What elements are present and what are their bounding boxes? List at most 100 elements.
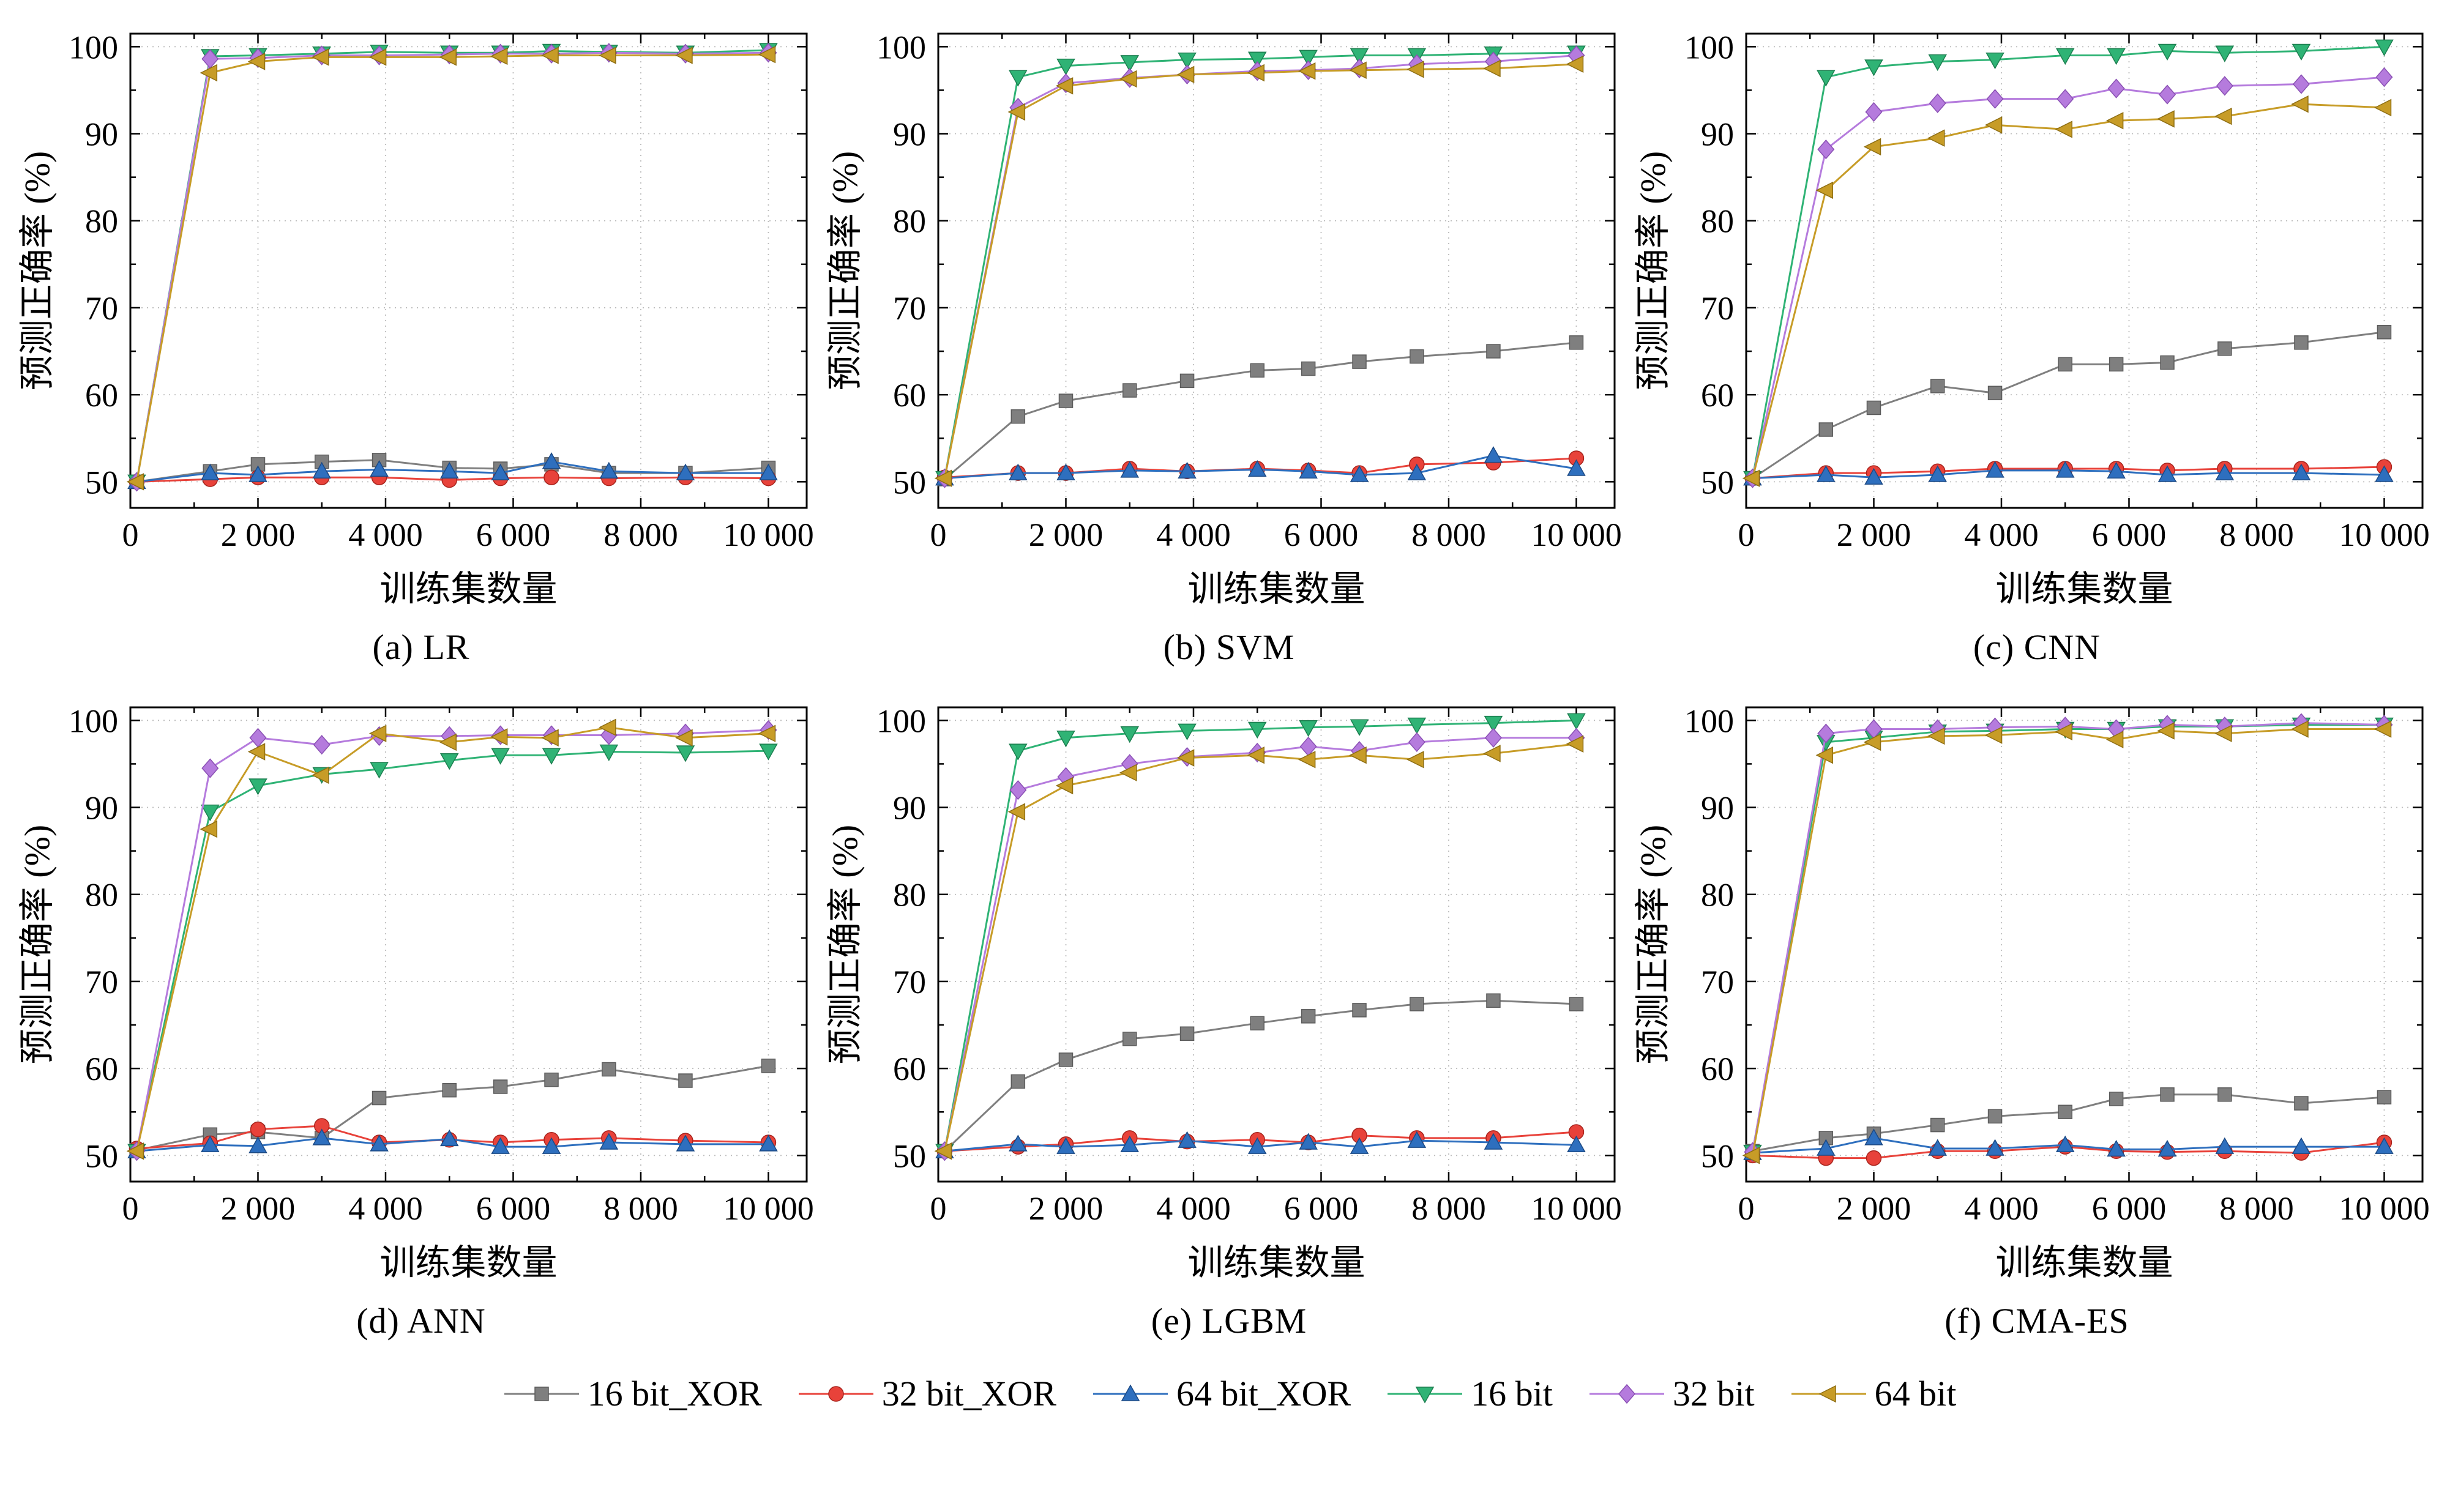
series-triangle-down [1743,39,2394,488]
subplot-caption-lr: (a) LR [372,627,470,667]
triangle-down-marker [1056,731,1075,748]
triangle-left-marker [758,724,776,742]
plot-frame [937,706,1616,1183]
square-marker [2160,355,2175,370]
triangle-up-marker [1247,460,1267,477]
triangle-down-marker [1178,52,1197,70]
triangle-left-marker [2105,111,2124,130]
axis-ticks [129,707,807,1182]
gridlines [938,34,1615,508]
x-tick-label: 4 000 [348,516,423,553]
square-marker [1569,997,1584,1011]
series-line [1751,722,2385,1152]
x-tick-label: 4 000 [1964,516,2039,553]
triangle-up-marker [1299,1133,1318,1150]
diamond-marker [1865,102,1883,122]
legend-marker-diamond [1589,1384,1664,1404]
x-tick-label: 6 000 [476,1190,551,1227]
series-triangle-down [935,713,1586,1161]
axis-ticks [937,707,1615,1182]
triangle-left-marker [599,718,616,736]
triangle-left-marker [2214,724,2232,742]
triangle-left-marker [1007,803,1026,821]
triangle-left-marker [126,1142,144,1160]
triangle-down-marker [2055,48,2075,65]
x-tick-label: 8 000 [1411,1190,1486,1227]
legend-item: 32 bit_XOR [796,1373,1056,1414]
triangle-left-marker [1815,181,1834,199]
y-tick-label: 60 [85,1051,118,1087]
y-tick-label: 100 [876,702,926,739]
triangle-down-marker [1415,1386,1435,1404]
subplot-caption-svm: (b) SVM [1163,627,1295,667]
legend-label: 64 bit [1874,1374,1957,1413]
series-triangle-up [935,446,1586,486]
series-diamond [1744,713,2393,1162]
subplot-lr: 0 2 000 4 000 6 000 8 000 10 000 50 60 70 80 90 100… [17,18,825,668]
square-marker [1352,1003,1367,1018]
x-tick-label: 6 000 [1284,516,1359,553]
legend-marker-triangle-left [1791,1385,1866,1402]
triangle-up-marker [1817,465,1836,482]
diamond-marker [1817,139,1835,160]
triangle-down-marker [1247,721,1267,739]
triangle-left-marker [247,53,266,70]
triangle-left-marker [1863,138,1881,156]
x-tick-label: 10 000 [2339,516,2430,553]
triangle-up-marker [1484,446,1503,463]
x-tick-label: 10 000 [723,1190,814,1227]
triangle-up-marker [491,463,510,480]
legend-label: 16 bit_XOR [587,1374,762,1413]
diamond-marker [2375,67,2393,88]
legend-marker-triangle-up [1093,1384,1168,1401]
triangle-down-marker [542,748,561,765]
triangle-left-marker [2157,110,2175,128]
y-tick-label: 60 [85,377,118,414]
triangle-up-marker [599,461,619,479]
triangle-left-marker [541,47,559,64]
legend-marker-triangle-down [1388,1386,1463,1404]
x-tick-label: 10 000 [2339,1190,2430,1227]
triangle-down-marker [759,743,778,761]
triangle-up-marker [1407,1131,1427,1148]
legend-item: 16 bit [1385,1373,1553,1414]
triangle-up-marker [1178,461,1197,479]
series-line [943,63,1577,479]
triangle-up-marker [1056,463,1075,480]
triangle-left-marker [758,45,776,64]
tick-labels: 0 2 000 4 000 6 000 8 000 10 000 50 60 70 80 90 100 [69,29,814,553]
legend-item: 16 bit_XOR [502,1373,762,1414]
y-tick-label: 80 [893,203,926,240]
triangle-up-marker [1985,1139,2004,1156]
triangle-up-marker [2157,465,2177,482]
charts-grid: 0 2 000 4 000 6 000 8 000 10 000 50 60 70 80 90 100… [0,18,2458,1341]
tick-labels: 0 2 000 4 000 6 000 8 000 10 000 50 60 70 80 90 100 [876,702,1622,1227]
triangle-up-marker [676,463,695,480]
triangle-down-marker [248,778,267,795]
axis-ticks [129,34,807,508]
triangle-left-marker [1406,61,1424,78]
x-tick-label: 0 [122,516,139,553]
square-marker [493,1079,508,1094]
series-line [1751,723,2385,1152]
y-tick-label: 50 [85,464,118,501]
x-tick-label: 4 000 [1964,1190,2039,1227]
triangle-up-marker [312,461,332,479]
triangle-left-marker [1406,751,1424,769]
gridlines [938,707,1615,1182]
triangle-down-marker [1056,58,1075,76]
triangle-left-marker [368,724,387,742]
series-diamond [128,720,777,1161]
square-marker [678,1073,693,1088]
triangle-left-marker [1984,726,2003,744]
triangle-down-marker [1484,715,1503,733]
y-tick-label: 100 [1684,29,1734,65]
y-tick-label: 80 [85,203,118,240]
y-tick-label: 50 [893,1138,926,1174]
x-axis-label: 训练集数量 [1187,569,1365,609]
square-marker [1010,1074,1026,1089]
triangle-up-marker [248,465,267,482]
diamond-marker [1929,93,1946,113]
series-line [1751,728,2385,1156]
axis-ticks [1745,34,2423,508]
